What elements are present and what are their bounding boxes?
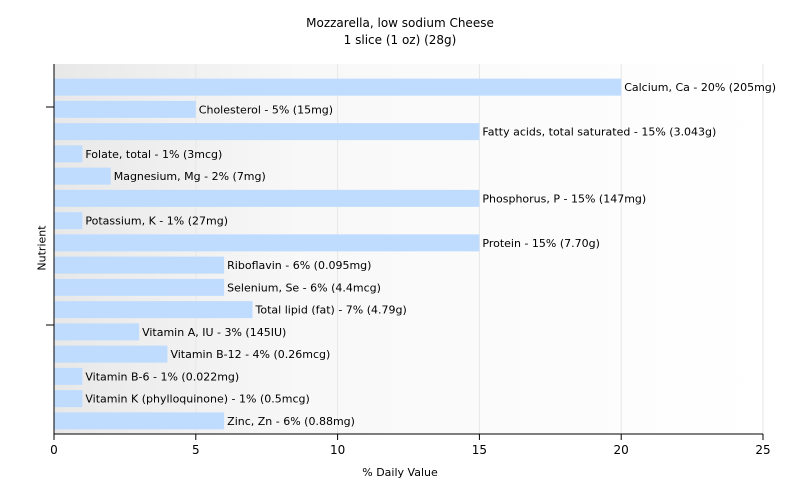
bar-label: Potassium, K - 1% (27mg) xyxy=(85,215,228,228)
y-axis-label: Nutrient xyxy=(35,225,49,271)
bar xyxy=(54,100,196,118)
bar xyxy=(54,323,140,341)
bar xyxy=(54,212,83,230)
bar xyxy=(54,278,225,296)
bar-label: Magnesium, Mg - 2% (7mg) xyxy=(114,170,266,183)
bar xyxy=(54,345,168,363)
bar xyxy=(54,167,111,185)
x-tick-label: 15 xyxy=(472,443,487,457)
bar xyxy=(54,256,225,274)
chart-title: Mozzarella, low sodium Cheese xyxy=(306,16,494,30)
bar-label: Selenium, Se - 6% (4.4mcg) xyxy=(227,281,381,294)
bar xyxy=(54,123,480,141)
bar-label: Folate, total - 1% (3mcg) xyxy=(85,148,222,161)
bar xyxy=(54,301,253,319)
bar xyxy=(54,234,480,252)
bar xyxy=(54,367,83,385)
bar-label: Riboflavin - 6% (0.095mg) xyxy=(227,259,371,272)
bar-label: Fatty acids, total saturated - 15% (3.04… xyxy=(482,126,716,139)
bar-label: Total lipid (fat) - 7% (4.79g) xyxy=(255,304,407,317)
bar-label: Phosphorus, P - 15% (147mg) xyxy=(482,192,646,205)
bar-label: Vitamin K (phylloquinone) - 1% (0.5mcg) xyxy=(85,393,309,406)
x-tick-label: 5 xyxy=(192,443,200,457)
bar xyxy=(54,390,83,408)
x-tick-label: 0 xyxy=(50,443,58,457)
chart-subtitle: 1 slice (1 oz) (28g) xyxy=(343,33,457,47)
x-axis-label: % Daily Value xyxy=(362,466,438,479)
bar-label: Zinc, Zn - 6% (0.88mg) xyxy=(227,415,355,428)
bar-label: Calcium, Ca - 20% (205mg) xyxy=(624,81,776,94)
bar-label: Vitamin A, IU - 3% (145IU) xyxy=(142,326,286,339)
bar-label: Protein - 15% (7.70g) xyxy=(482,237,600,250)
bar xyxy=(54,189,480,207)
bar-label: Vitamin B-6 - 1% (0.022mg) xyxy=(85,370,239,383)
x-tick-label: 25 xyxy=(755,443,770,457)
bar-label: Vitamin B-12 - 4% (0.26mcg) xyxy=(170,348,330,361)
bar xyxy=(54,145,83,163)
x-tick-label: 10 xyxy=(330,443,345,457)
bar xyxy=(54,78,622,96)
x-tick-label: 20 xyxy=(614,443,629,457)
bar-label: Cholesterol - 5% (15mg) xyxy=(199,103,333,116)
bar xyxy=(54,412,225,430)
